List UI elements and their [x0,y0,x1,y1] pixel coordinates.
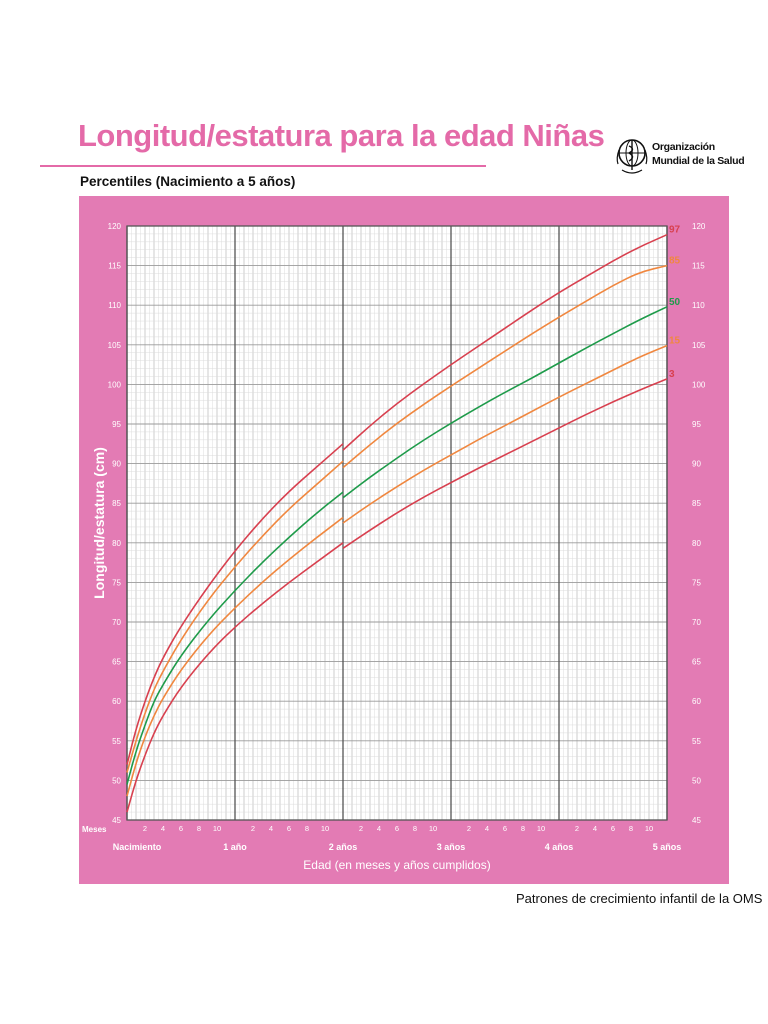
y-tick-label-right: 50 [692,776,701,785]
x-month-tick-label: 2 [143,824,147,833]
x-month-tick-label: 4 [161,824,165,833]
x-month-tick-label: 8 [305,824,309,833]
x-month-tick-label: 4 [377,824,381,833]
percentile-97-label: 97 [669,225,681,236]
y-tick-label-left: 60 [112,697,121,706]
x-year-label: 2 años [329,842,358,852]
y-tick-label-right: 80 [692,539,701,548]
percentile-3-label: 3 [669,369,675,380]
y-tick-label-left: 45 [112,816,121,825]
x-month-tick-label: 2 [359,824,363,833]
x-month-tick-label: 2 [251,824,255,833]
y-tick-label-left: 110 [108,301,121,310]
y-tick-label-right: 105 [692,341,706,350]
x-year-label: 5 años [653,842,682,852]
x-month-tick-label: 6 [611,824,615,833]
x-month-tick-label: 4 [485,824,489,833]
y-tick-label-left: 100 [108,380,122,389]
x-month-tick-label: 6 [395,824,399,833]
y-tick-label-left: 95 [112,420,121,429]
x-year-label: 4 años [545,842,574,852]
y-tick-label-left: 75 [112,578,121,587]
x-month-tick-label: 10 [645,824,653,833]
x-month-tick-label: 8 [413,824,417,833]
y-tick-label-left: 105 [108,341,122,350]
y-tick-label-left: 115 [108,262,121,271]
x-month-tick-label: 4 [593,824,597,833]
x-month-tick-label: 10 [429,824,437,833]
x-unit-label: Meses [82,825,107,834]
y-axis-title: Longitud/estatura (cm) [91,447,107,599]
x-year-label: 1 año [223,842,247,852]
y-tick-label-right: 115 [692,262,705,271]
x-month-tick-label: 6 [503,824,507,833]
y-tick-label-left: 50 [112,776,121,785]
y-tick-label-left: 85 [112,499,121,508]
percentile-50-label: 50 [669,297,681,308]
x-year-label: Nacimiento [113,842,162,852]
y-tick-label-right: 100 [692,380,706,389]
x-month-tick-label: 8 [197,824,201,833]
y-tick-label-left: 90 [112,460,121,469]
y-tick-label-left: 55 [112,737,121,746]
percentile-15-label: 15 [669,336,681,347]
x-month-tick-label: 6 [287,824,291,833]
y-tick-label-right: 60 [692,697,701,706]
y-tick-label-left: 70 [112,618,121,627]
y-tick-label-left: 120 [108,222,122,231]
y-tick-label-left: 80 [112,539,121,548]
y-tick-label-right: 45 [692,816,701,825]
x-month-tick-label: 10 [213,824,221,833]
x-month-tick-label: 2 [575,824,579,833]
x-month-tick-label: 4 [269,824,273,833]
x-month-tick-label: 10 [537,824,545,833]
y-tick-label-right: 120 [692,222,706,231]
y-tick-label-right: 65 [692,658,701,667]
x-axis-title: Edad (en meses y años cumplidos) [303,858,490,872]
x-month-tick-label: 8 [521,824,525,833]
footer-source: Patrones de crecimiento infantil de la O… [516,891,762,906]
percentile-85-label: 85 [669,256,681,267]
x-month-tick-label: 6 [179,824,183,833]
y-tick-label-right: 90 [692,460,701,469]
grid-lines [127,226,667,820]
y-tick-label-left: 65 [112,658,121,667]
x-month-tick-label: 10 [321,824,329,833]
x-month-tick-label: 8 [629,824,633,833]
y-tick-label-right: 95 [692,420,701,429]
y-tick-label-right: 85 [692,499,701,508]
x-year-label: 3 años [437,842,466,852]
y-tick-label-right: 75 [692,578,701,587]
y-tick-label-right: 55 [692,737,701,746]
x-month-tick-label: 2 [467,824,471,833]
y-tick-label-right: 110 [692,301,705,310]
y-tick-label-right: 70 [692,618,701,627]
